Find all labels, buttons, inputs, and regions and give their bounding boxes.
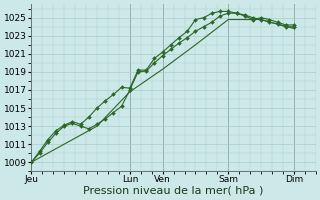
X-axis label: Pression niveau de la mer( hPa ): Pression niveau de la mer( hPa ) xyxy=(84,186,264,196)
